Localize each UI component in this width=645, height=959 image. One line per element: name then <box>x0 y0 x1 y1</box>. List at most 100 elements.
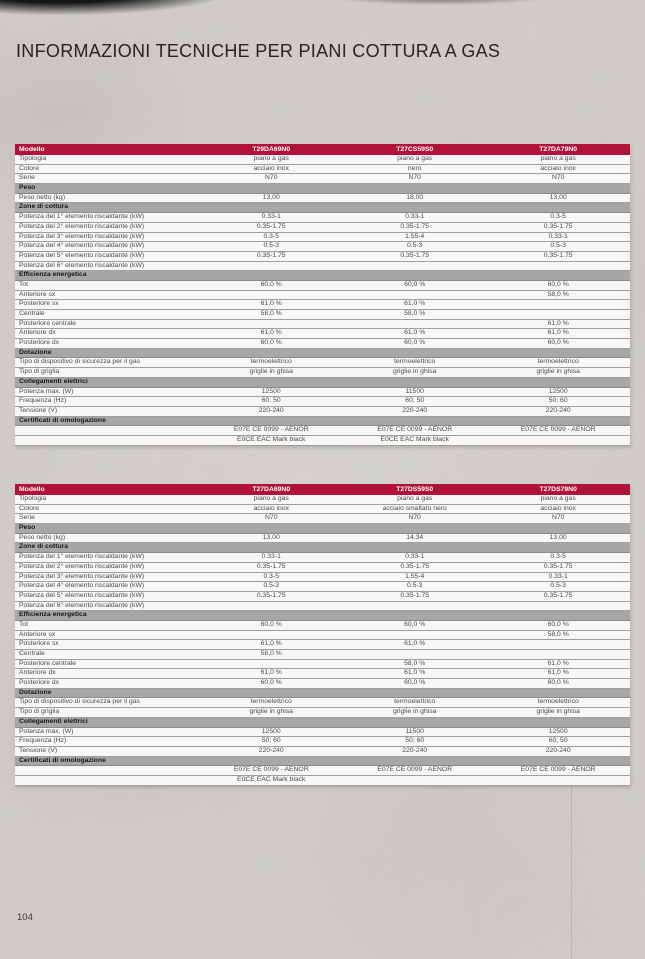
row-label: Centrale <box>19 310 45 317</box>
row-label: Anteriore sx <box>19 630 56 638</box>
row-value: piano a gas <box>253 155 289 162</box>
row-value: 60,0 % <box>260 280 282 288</box>
row-label: Potenza del 1° elemento riscaldante (kW) <box>19 213 145 221</box>
row-value: 13,00 <box>262 533 280 541</box>
row-value: piano a gas <box>540 155 576 162</box>
section-header-label: Certificati di omologazione <box>19 756 106 764</box>
row-value: 0.5-3 <box>263 582 279 590</box>
row-label: Potenza del 3° elemento riscaldante (kW) <box>19 572 145 580</box>
row-value: 61,0 % <box>547 319 569 327</box>
row-value <box>486 650 629 659</box>
section-header-row: Dotazione <box>15 348 630 359</box>
row-value: 0.5-3 <box>550 242 566 250</box>
row-value: 60,0 % <box>404 280 426 288</box>
row-value: 61,0 % <box>404 640 426 648</box>
model-header-row: Modello T27DA69N0 T27DS59S0 T27DS79N0 <box>15 484 630 495</box>
row-value: 12500 <box>261 727 281 735</box>
spec-row: Tipo di griglia griglie in ghisa griglie i… <box>15 368 630 378</box>
row-value: 61,0 % <box>547 329 569 337</box>
row-value: E0CE EAC Mark black <box>380 435 449 443</box>
section-header-row: Zone di cottura <box>15 203 630 214</box>
section-header-label: Peso <box>19 524 36 532</box>
spec-row: Tensione (V) 220-240 220-240 220-240 <box>15 406 630 417</box>
row-value: 0.5-3 <box>406 242 423 250</box>
row-label: Centrale <box>19 650 45 657</box>
page-crease <box>571 778 572 959</box>
row-value <box>486 262 629 271</box>
row-value: 0.3-5 <box>550 553 566 561</box>
row-value: 50; 60 <box>261 737 281 745</box>
row-value <box>343 291 486 300</box>
section-header-row: Certificati di omologazione <box>15 756 630 767</box>
row-value: 0.35-1.75 <box>256 251 286 259</box>
spec-row: Potenza del 5° elemento riscaldante (kW)… <box>15 251 630 262</box>
page-number: 104 <box>17 912 33 923</box>
row-value: 58,0 % <box>547 290 569 298</box>
section-header-label: Zone di cottura <box>19 543 69 551</box>
row-value: 60,0 % <box>404 339 426 347</box>
spec-row: Tipo di griglia griglie in ghisa griglie i… <box>15 708 630 718</box>
spec-row: Anteriore dx 61,0 % 61,0 % 61,0 % <box>15 329 630 340</box>
row-label: Potenza max. (W) <box>19 387 74 395</box>
row-value <box>343 776 486 785</box>
model-name: T27DS79N0 <box>539 486 577 493</box>
certificate-row: E07E CE 0099 - AENOR E07E CE 0099 - AENOR… <box>15 766 630 776</box>
row-value: 61,0 % <box>260 329 282 337</box>
row-label: Tipo di dispositivo di sicurezza per il … <box>19 698 141 706</box>
row-value: 0.33-1 <box>261 553 281 561</box>
row-value: 60,0 % <box>260 620 282 628</box>
row-value <box>486 640 629 649</box>
row-label: Posteriore dx <box>19 339 60 347</box>
row-value: 60; 50 <box>405 397 425 405</box>
row-value <box>200 320 343 329</box>
row-value: E07E CE 0099 - AENOR <box>377 766 453 774</box>
row-value <box>200 660 343 669</box>
row-value: griglie in ghisa <box>536 708 580 716</box>
spec-row: Tensione (V) 220-240 220-240 220-240 <box>15 746 630 757</box>
row-value: N70 <box>408 174 421 182</box>
row-value: acciaio inox <box>253 164 289 172</box>
row-value <box>343 602 486 611</box>
row-label: Potenza max. (W) <box>19 727 74 735</box>
row-value: N70 <box>265 174 278 182</box>
row-value: griglie in ghisa <box>392 368 437 376</box>
row-value: 0.35-1.75 <box>256 562 286 570</box>
row-label: Posteriore sx <box>19 640 59 648</box>
row-value: 0.3-5 <box>263 232 279 240</box>
spec-row: Serie N70 N70 N70 <box>15 514 630 525</box>
row-value: 12500 <box>548 727 568 735</box>
row-value: termoelettrico <box>394 698 436 706</box>
row-value: 220-240 <box>545 406 571 414</box>
row-value: 14,34 <box>406 533 424 541</box>
spec-row: Centrale 58,0 % 58,0 % <box>15 310 630 320</box>
spec-row: Anteriore sx 58,0 % <box>15 290 630 301</box>
row-label: Posteriore dx <box>19 679 60 687</box>
row-label: Tipo di griglia <box>19 368 60 376</box>
certificate-row: E0CE EAC Mark black <box>15 775 630 786</box>
row-label: Potenza del 6° elemento riscaldante (kW) <box>19 261 145 269</box>
row-value: 220-240 <box>402 746 428 754</box>
row-value: 0.35-1.75 <box>543 562 573 570</box>
row-value: 220-240 <box>258 746 284 754</box>
row-value: 220-240 <box>258 406 284 414</box>
row-value: E0CE EAC Mark black <box>237 435 306 443</box>
row-label: Potenza del 1° elemento riscaldante (kW) <box>19 553 145 561</box>
certificate-row: E07E CE 0099 - AENOR E07E CE 0099 - AENOR… <box>15 426 630 436</box>
row-value: 60,0 % <box>404 620 426 628</box>
row-label: Tipo di griglia <box>19 708 60 716</box>
row-value: termoelettrico <box>394 358 436 366</box>
row-label: Potenza del 2° elemento riscaldante (kW) <box>19 222 145 230</box>
row-value: piano a gas <box>540 495 576 502</box>
model-name: T29DA69N0 <box>252 146 291 153</box>
row-value: griglie in ghisa <box>249 368 293 376</box>
row-value: 61,0 % <box>260 640 282 648</box>
spec-row: Potenza del 5° elemento riscaldante (kW)… <box>15 591 630 602</box>
row-label: Peso netto (kg) <box>19 193 66 201</box>
row-value: N70 <box>551 174 565 182</box>
row-value: termoelettrico <box>537 698 579 706</box>
spec-row: Tipologia piano a gas piano a gas piano a g… <box>15 155 630 165</box>
spec-row: Anteriore dx 61,0 % 61,0 % 61,0 % <box>15 669 630 680</box>
row-value: 61,0 % <box>404 329 426 337</box>
section-header-label: Zone di cottura <box>19 203 69 211</box>
row-label <box>15 426 200 435</box>
